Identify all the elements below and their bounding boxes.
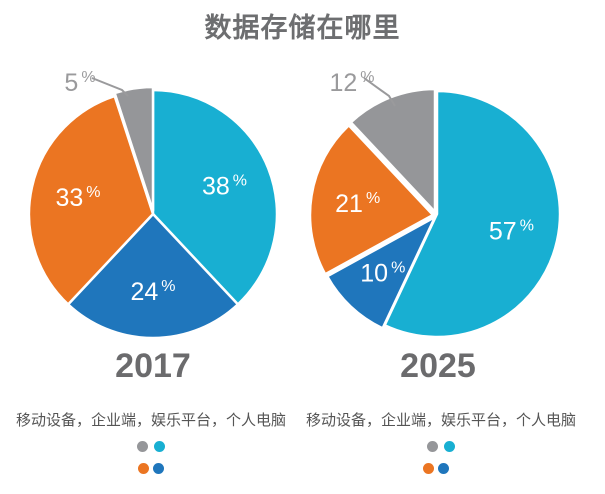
legend-dot-entertainment [423,463,434,474]
legend-dot-entertainment [138,463,149,474]
pie-label-2025-2: 21% [335,190,380,218]
pie-slice-2025-1 [325,214,438,330]
legend-dot-enterprise [153,463,164,474]
legend-dot-pc [137,441,148,452]
legend-dot-enterprise [438,463,449,474]
pie-label-2017-1: 24% [130,278,175,306]
year-label-2025: 2025 [400,347,476,385]
pie-label-2017-3: 5% [64,69,95,97]
year-label-2017: 2017 [115,347,191,385]
pie-label-2017-0: 38% [202,173,247,201]
legend-2017: 移动设备，企业端，娱乐平台，个人电脑 [10,407,292,461]
pie-slice-2017-1 [66,212,240,340]
pie-chart-2025: 57 % 10 % 21 % 12% [308,69,562,339]
pie-label-2025-1: 10% [360,260,405,288]
legend-dot-mobile [444,441,455,452]
pie-slice-2017-2 [27,94,155,307]
pie-slice-2025-2 [308,123,436,276]
callout-line-2025 [363,77,396,107]
pie-slice-2017-3 [113,85,155,212]
pie-slice-2025-0 [382,89,562,339]
legend-dots-2025 [423,459,453,478]
callout-line-2017 [91,77,129,97]
pie-chart-2017: 38 % 24 % 33 % 5% [27,69,279,340]
pie-label-2025-3: 12% [329,69,374,97]
legend-dot-pc [427,441,438,452]
legend-text-2017: 移动设备，企业端，娱乐平台，个人电脑 [15,411,286,429]
pie-label-2017-2: 33% [55,184,100,212]
pie-label-2025-0: 57% [489,218,534,246]
legend-dot-mobile [154,441,165,452]
chart-title: 数据存储在哪里 [204,13,401,44]
legend-text-2025: 移动设备，企业端，娱乐平台，个人电脑 [305,411,576,429]
pie-slice-2017-0 [151,88,279,307]
legend-dots-2017 [138,459,168,478]
legend-2025: 移动设备，企业端，娱乐平台，个人电脑 [300,407,582,461]
